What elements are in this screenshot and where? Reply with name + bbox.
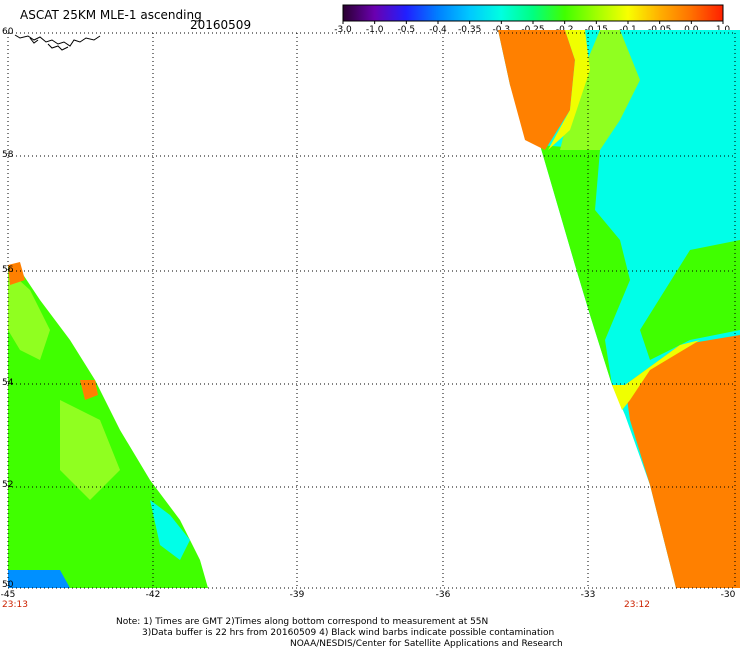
swath-east-lime — [560, 30, 640, 150]
coastline — [14, 34, 101, 47]
colorbar-label: -1.0 — [365, 25, 384, 35]
lat-label: 60 — [2, 27, 14, 37]
map-title: ASCAT 25KM MLE-1 ascending — [20, 8, 202, 22]
lon-label: -33 — [580, 590, 596, 600]
swath-east-orange-top — [498, 30, 575, 150]
coastline-greenland-tip — [14, 34, 101, 51]
time-label-right: 23:12 — [624, 600, 650, 610]
lat-label: 52 — [2, 480, 14, 490]
lon-label: -30 — [720, 590, 736, 600]
swath-east-green — [540, 145, 630, 385]
swath-east-yellow-bottom — [612, 340, 700, 410]
coastline — [29, 37, 39, 44]
lat-label: 54 — [2, 378, 14, 388]
swath-east-green-2 — [640, 240, 740, 360]
coastline — [47, 43, 69, 51]
lat-label: 58 — [2, 150, 14, 160]
colorbar-label: -0.4 — [429, 25, 447, 35]
note-line-3: NOAA/NESDIS/Center for Satellite Applica… — [290, 639, 563, 649]
data-swaths — [8, 30, 740, 588]
colorbar-label: -0.5 — [397, 25, 416, 35]
lon-label: -36 — [435, 590, 451, 600]
swath-west-orange-mid — [80, 380, 98, 400]
lat-label: 50 — [2, 580, 14, 590]
lon-label: -45 — [0, 590, 16, 600]
note-line-1: Note: 1) Times are GMT 2)Times along bot… — [116, 617, 489, 627]
lon-label: -42 — [145, 590, 161, 600]
colorbar-ramp — [343, 5, 723, 21]
swath-east-yellow-top — [548, 30, 590, 150]
colorbar-label: -0.35 — [458, 25, 482, 35]
note-line-2: 3)Data buffer is 22 hrs from 20160509 4)… — [142, 628, 555, 638]
swath-west-cyan — [150, 500, 190, 560]
colorbar-label: -3.0 — [334, 25, 352, 35]
colorbar — [342, 4, 724, 24]
swath-east-orange-bottom — [625, 335, 740, 588]
lon-label: -39 — [289, 590, 305, 600]
swath-west-lime — [8, 270, 50, 360]
lat-label: 56 — [2, 265, 14, 275]
map-date: 20160509 — [190, 18, 252, 32]
swath-west-orange-top — [8, 262, 25, 285]
wind-map — [7, 30, 740, 589]
grid-lines — [7, 32, 736, 589]
swath-west-lime-2 — [60, 400, 120, 500]
time-label-left: 23:13 — [2, 600, 28, 610]
swath-west-blue — [8, 570, 70, 588]
